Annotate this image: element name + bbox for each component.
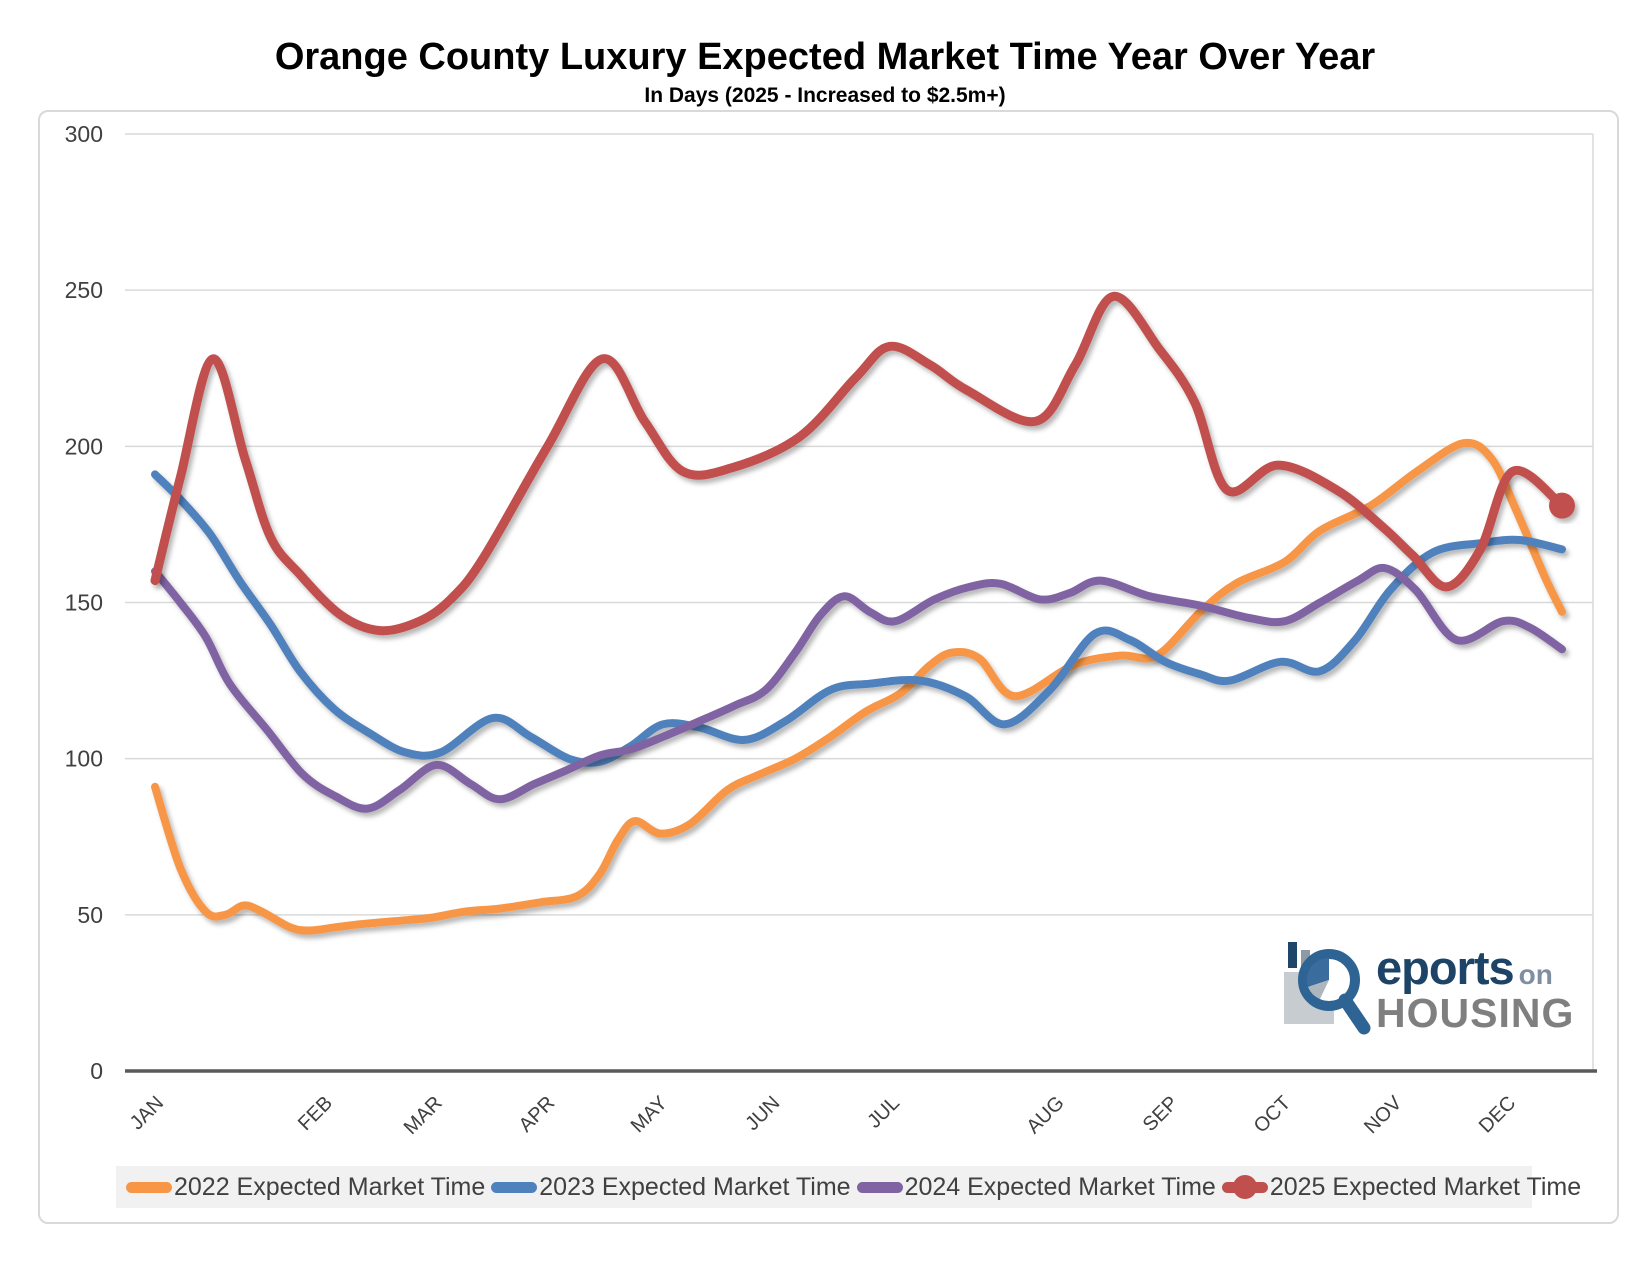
logo-text: eports on HOUSING <box>1376 936 1574 1034</box>
magnifier-pie-logo-icon <box>1284 942 1371 1035</box>
reports-on-housing-logo: eports on HOUSING <box>1282 936 1574 1040</box>
legend-label-2024: 2024 Expected Market Time <box>904 1172 1216 1201</box>
legend-marker-2023 <box>491 1181 538 1193</box>
legend-marker-2024 <box>856 1181 903 1193</box>
legend-marker-dot-2025 <box>1232 1175 1257 1199</box>
legend-marker-2025 <box>1221 1175 1268 1199</box>
legend-label-2025: 2025 Expected Market Time <box>1269 1172 1582 1201</box>
legend-label-2022: 2022 Expected Market Time <box>174 1172 486 1201</box>
logo-on-label: on <box>1518 959 1553 990</box>
legend-item-2025: 2025 Expected Market Time <box>1221 1172 1582 1202</box>
legend-label-2023: 2023 Expected Market Time <box>539 1172 851 1201</box>
legend-item-2023: 2023 Expected Market Time <box>491 1172 851 1202</box>
chart-container <box>38 110 1619 1224</box>
chart-title: Orange County Luxury Expected Market Tim… <box>274 36 1376 78</box>
chart-subtitle: In Days (2025 - Increased to $2.5m+) <box>644 84 1006 107</box>
legend-marker-2022 <box>126 1181 172 1193</box>
logo-housing-label: HOUSING <box>1376 990 1575 1036</box>
legend-item-2022: 2022 Expected Market Time <box>126 1173 485 1202</box>
legend-item-2024: 2024 Expected Market Time <box>856 1172 1216 1202</box>
chart-legend: 2022 Expected Market Time 2023 Expected M… <box>116 1166 1581 1208</box>
logo-reports-label: eports <box>1376 941 1515 994</box>
